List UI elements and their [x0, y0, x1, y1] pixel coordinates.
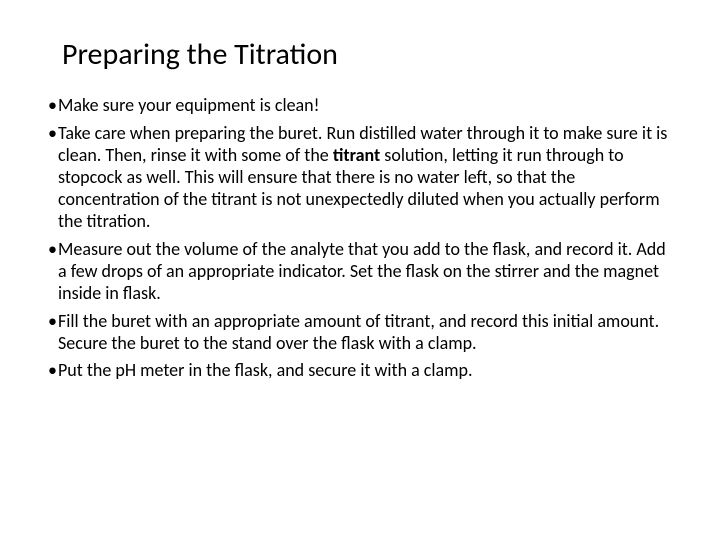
list-item: Make sure your equipment is clean!: [48, 95, 672, 117]
list-item: Take care when preparing the buret. Run …: [48, 123, 672, 233]
bullet-text-pre: Make sure your equipment is clean!: [58, 94, 320, 116]
bullet-text-bold: titrant: [333, 144, 380, 166]
slide: Preparing the Titration Make sure your e…: [0, 0, 720, 540]
list-item: Put the pH meter in the flask, and secur…: [48, 360, 672, 382]
bullet-text-pre: Measure out the volume of the analyte th…: [58, 238, 666, 304]
bullet-text-pre: Put the pH meter in the flask, and secur…: [58, 359, 473, 381]
list-item: Fill the buret with an appropriate amoun…: [48, 311, 672, 355]
slide-title: Preparing the Titration: [62, 36, 672, 73]
list-item: Measure out the volume of the analyte th…: [48, 239, 672, 305]
bullet-list: Make sure your equipment is clean! Take …: [48, 95, 672, 382]
bullet-text-pre: Fill the buret with an appropriate amoun…: [58, 310, 659, 354]
